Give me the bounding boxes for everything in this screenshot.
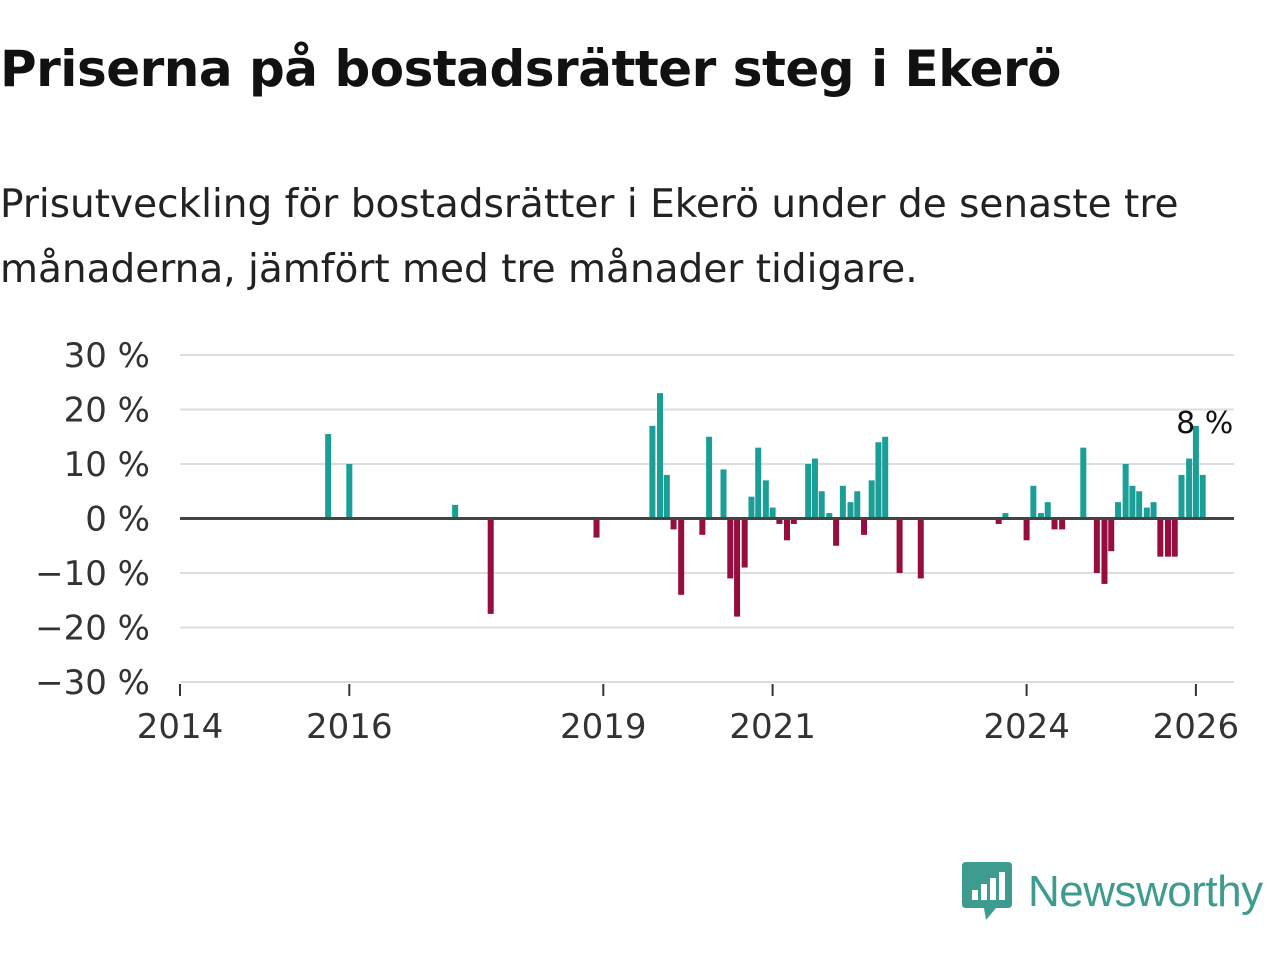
bar xyxy=(1030,485,1037,519)
bar xyxy=(1002,513,1009,519)
bar xyxy=(847,502,854,519)
y-tick-label: 10 % xyxy=(64,445,150,485)
bar-chart: 30 %20 %10 %0 %−10 %−20 %−30 % 2014 2016 2… xyxy=(35,336,1239,747)
bar xyxy=(1122,464,1129,519)
bar xyxy=(833,518,840,546)
bar xyxy=(1101,518,1108,584)
bar xyxy=(727,518,734,579)
bar xyxy=(811,458,818,519)
bar xyxy=(649,425,656,519)
bar xyxy=(875,442,882,519)
bar xyxy=(755,447,762,519)
chart-subtitle: Prisutveckling för bostadsrätter i Ekerö… xyxy=(0,182,1179,292)
bar xyxy=(861,518,868,535)
bar xyxy=(769,507,776,519)
bar xyxy=(868,480,875,519)
bar xyxy=(1199,474,1206,519)
annotations: 8 % xyxy=(1176,406,1233,441)
bar xyxy=(487,518,494,614)
bar xyxy=(1129,485,1136,519)
bar xyxy=(1150,502,1157,519)
bar xyxy=(678,518,685,595)
bar xyxy=(1136,491,1143,519)
x-tick-label: 2014 xyxy=(137,707,224,747)
bar xyxy=(748,496,755,519)
bar xyxy=(1080,447,1087,519)
x-tick-label: 2026 xyxy=(1153,707,1240,747)
y-tick-label: −10 % xyxy=(35,554,150,594)
bar xyxy=(917,518,924,579)
bar xyxy=(325,434,332,519)
bar xyxy=(1108,518,1115,552)
bar xyxy=(762,480,769,519)
bar xyxy=(854,491,861,519)
bar xyxy=(1115,502,1122,519)
bar xyxy=(805,464,812,519)
x-tick-label: 2024 xyxy=(983,707,1070,747)
bar xyxy=(734,518,741,617)
y-tick-label: 0 % xyxy=(85,500,150,540)
bar xyxy=(826,513,833,519)
x-axis: 2014 2016 2019 2021 2024 2026 xyxy=(137,684,1239,747)
bar xyxy=(896,518,903,573)
bar xyxy=(699,518,706,535)
bar xyxy=(741,518,748,568)
bar xyxy=(1023,518,1030,541)
newsworthy-logo-icon xyxy=(962,862,1012,920)
y-tick-label: −20 % xyxy=(35,609,150,649)
bar xyxy=(1059,518,1066,530)
chart-title: Priserna på bostadsrätter steg i Ekerö xyxy=(0,40,1062,98)
bar xyxy=(1044,502,1051,519)
bar xyxy=(995,518,1002,524)
bar xyxy=(706,436,713,519)
bar xyxy=(784,518,791,541)
bar xyxy=(776,518,783,524)
bar xyxy=(1171,518,1178,557)
brand-name: Newsworthy xyxy=(1028,867,1263,916)
x-tick-label: 2021 xyxy=(729,707,816,747)
last-value-label: 8 % xyxy=(1176,406,1233,441)
newsworthy-brand[interactable]: Newsworthy xyxy=(962,862,1263,922)
y-tick-label: −30 % xyxy=(35,663,150,703)
bar xyxy=(663,474,670,519)
bar xyxy=(1192,425,1199,519)
bars xyxy=(325,393,1206,617)
bar xyxy=(346,464,353,519)
bar xyxy=(1037,513,1044,519)
bar xyxy=(1093,518,1100,573)
bar xyxy=(452,504,459,519)
bar xyxy=(593,518,600,538)
bar xyxy=(1164,518,1171,557)
bar xyxy=(1157,518,1164,557)
bar xyxy=(657,393,664,519)
bar xyxy=(818,491,825,519)
bar xyxy=(1051,518,1058,530)
y-tick-label: 30 % xyxy=(64,336,150,376)
bar xyxy=(790,518,797,524)
bar xyxy=(720,469,727,519)
bar xyxy=(1143,507,1150,519)
bar xyxy=(1186,458,1193,519)
bar xyxy=(1178,474,1185,519)
y-tick-label: 20 % xyxy=(64,391,150,431)
bar xyxy=(839,485,846,519)
bar xyxy=(882,436,889,519)
x-tick-label: 2016 xyxy=(306,707,393,747)
y-axis-tick-labels: 30 % 20 % 10 % 0 % −10 % −20 % −30 % xyxy=(35,336,150,703)
x-tick-label: 2019 xyxy=(560,707,647,747)
bar xyxy=(670,518,677,530)
